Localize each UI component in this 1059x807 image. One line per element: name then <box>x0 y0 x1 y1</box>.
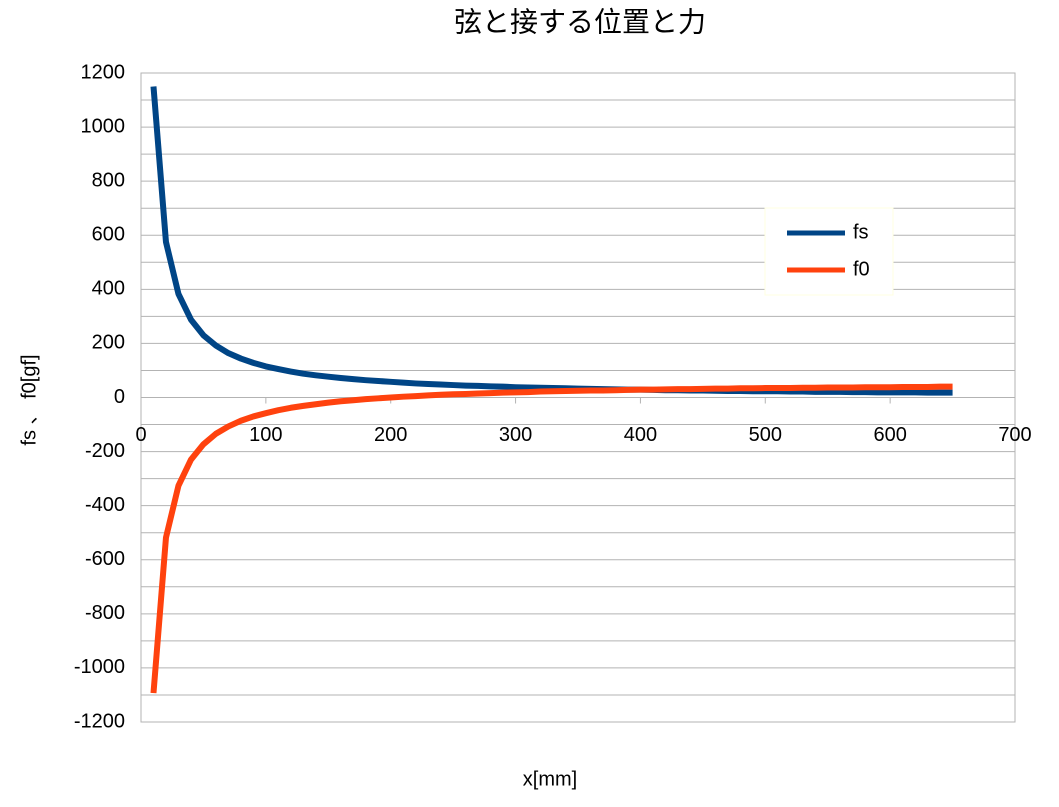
chart-title: 弦と接する位置と力 <box>454 6 706 37</box>
legend: fs f0 <box>764 207 894 296</box>
x-tick-label: 700 <box>998 424 1031 446</box>
y-tick-label: 200 <box>92 332 125 354</box>
x-tick-label: 400 <box>624 424 657 446</box>
y-tick-label: 0 <box>114 386 125 408</box>
x-axis-label: x[mm] <box>523 768 577 790</box>
y-tick-label: 400 <box>92 278 125 300</box>
y-tick-label: -600 <box>85 548 125 570</box>
legend-box <box>764 207 894 296</box>
x-tick-label: 100 <box>249 424 282 446</box>
legend-label: fs <box>853 221 869 243</box>
legend-label: f0 <box>853 258 870 280</box>
y-tick-label: 1200 <box>81 61 126 83</box>
x-tick-label: 500 <box>749 424 782 446</box>
series-line <box>150 383 953 694</box>
y-tick-label: -800 <box>85 602 125 624</box>
y-axis-label: fs 、 f0[gf] <box>18 354 40 445</box>
x-tick-label: 200 <box>374 424 407 446</box>
y-tick-label: -1200 <box>74 710 125 732</box>
y-tick-label: 800 <box>92 169 125 191</box>
y-tick-label: 1000 <box>81 115 126 137</box>
x-tick-label: 300 <box>499 424 532 446</box>
y-tick-label: -400 <box>85 494 125 516</box>
series-line <box>150 86 953 396</box>
y-tick-label: 600 <box>92 224 125 246</box>
y-tick-label: -1000 <box>74 656 125 678</box>
x-tick-label: 600 <box>873 424 906 446</box>
y-tick-label: -200 <box>85 440 125 462</box>
x-tick-label: 0 <box>135 424 146 446</box>
